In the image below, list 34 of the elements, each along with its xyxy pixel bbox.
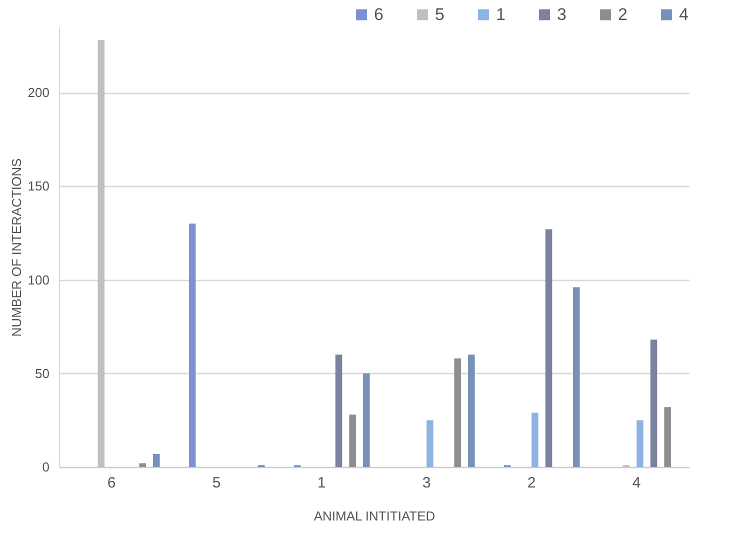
legend-label: 2 [618,4,628,24]
x-tick-label: 4 [632,474,641,492]
bar [545,229,552,467]
bar [349,414,356,467]
x-tick-label: 1 [317,474,326,492]
legend-label: 3 [557,4,566,24]
y-tick-label: 50 [35,366,50,381]
bar [153,454,160,467]
bar [426,420,434,467]
legend-label: 1 [496,4,506,24]
x-axis-title: ANIMAL INTITIATED [314,508,436,524]
x-tick-label: 6 [107,474,116,492]
bar [454,358,461,467]
bar [139,463,146,467]
bar [335,354,342,467]
y-tick-label: 0 [42,460,50,474]
y-axis-title: NUMBER OF INTERACTIONS [8,158,24,337]
x-tick-label: 5 [212,474,221,492]
y-tick-label: 100 [28,272,50,288]
bar [650,340,658,467]
bar [468,354,475,467]
bar [532,412,538,467]
bar [363,373,370,467]
x-tick-label: 2 [527,474,536,492]
legend-label: 5 [435,4,444,24]
bar [573,287,580,467]
x-tick-label: 3 [422,474,431,492]
legend-label: 4 [679,4,688,24]
bar [188,224,196,467]
bar [636,420,644,467]
bar [664,407,671,467]
legend-label: 6 [374,4,384,24]
y-tick-label: 150 [28,178,50,194]
y-tick-label: 200 [28,85,50,100]
